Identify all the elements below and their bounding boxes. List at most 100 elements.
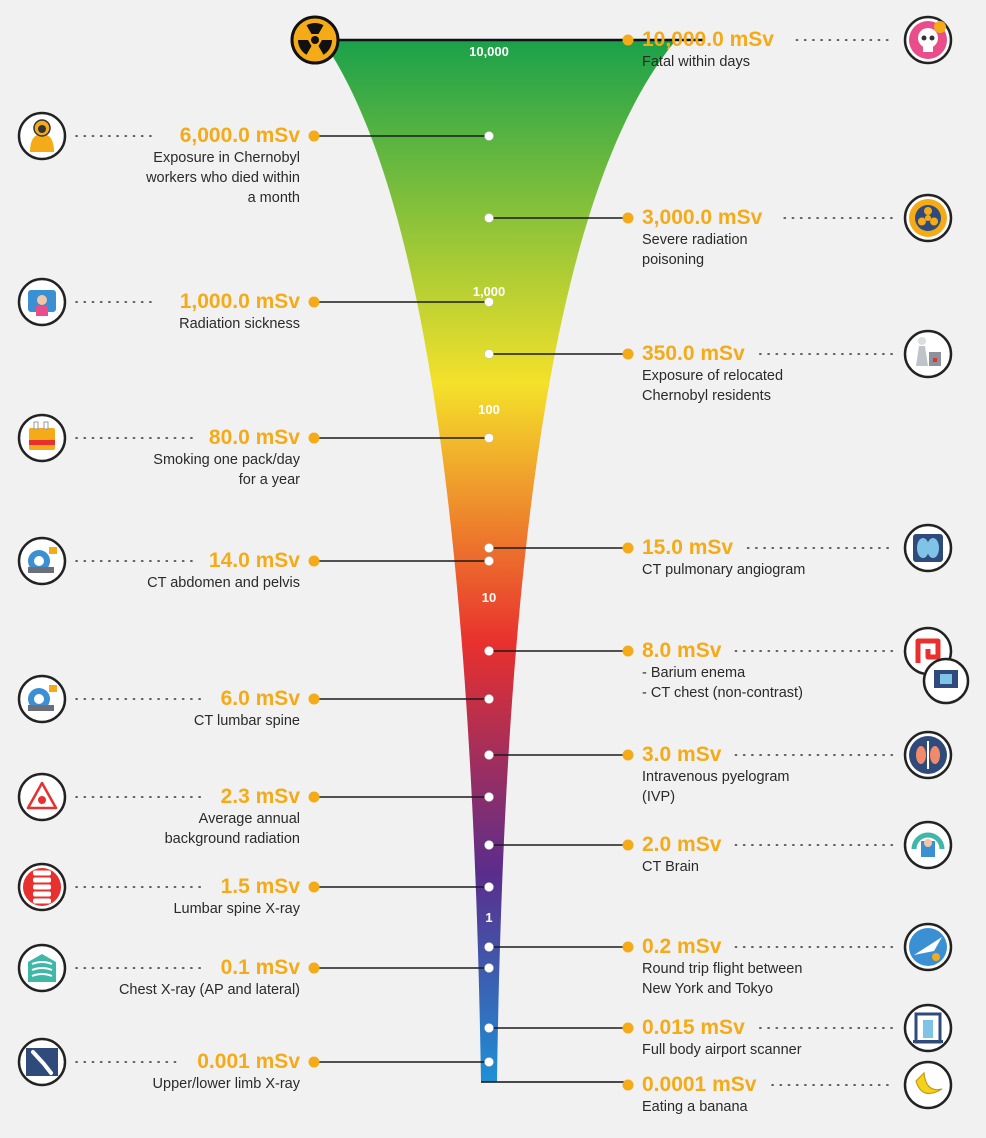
- value-dot: [308, 296, 320, 308]
- entry-graphics: [484, 1022, 895, 1034]
- dose-value: 14.0 mSv: [208, 549, 300, 572]
- funnel-point: [484, 1023, 494, 1033]
- description-line: CT abdomen and pelvis: [147, 575, 300, 591]
- description-line: Exposure in Chernobyl: [153, 150, 300, 166]
- hazmat-worker-icon: [17, 111, 67, 161]
- dose-entry: 350.0 mSv Exposure of relocated Chernobyl …: [642, 343, 902, 406]
- entry-graphics: [75, 296, 494, 308]
- dose-value: 0.2 mSv: [642, 935, 722, 958]
- dose-description: Upper/lower limb X-ray: [40, 1074, 300, 1094]
- dose-entry: 3.0 mSv Intravenous pyelogram (IVP): [642, 744, 902, 807]
- spine-icon: [17, 862, 67, 912]
- entry-graphics: [75, 962, 494, 974]
- dose-entry: 15.0 mSv CT pulmonary angiogram: [642, 537, 902, 580]
- entry-graphics: [75, 1056, 494, 1068]
- dose-description: CT lumbar spine: [40, 711, 300, 731]
- dose-value: 8.0 mSv: [642, 639, 722, 662]
- entry-graphics: [484, 212, 895, 224]
- dose-description: Eating a banana: [642, 1097, 902, 1117]
- dose-entry: 8.0 mSv - Barium enema - CT chest (non-con…: [642, 640, 902, 703]
- dose-entry: 0.0001 mSv Eating a banana: [642, 1074, 902, 1117]
- dose-value: 2.0 mSv: [642, 833, 722, 856]
- cigarette-pack-icon: [17, 413, 67, 463]
- dose-value: 6.0 mSv: [220, 687, 300, 710]
- dose-value: 0.1 mSv: [220, 956, 300, 979]
- dose-entry: 80.0 mSv Smoking one pack/day for a year: [40, 427, 300, 490]
- description-line: Smoking one pack/day: [153, 452, 300, 468]
- value-dot: [308, 555, 320, 567]
- description-line: Eating a banana: [642, 1099, 748, 1115]
- dose-entry: 1.5 mSv Lumbar spine X-ray: [40, 876, 300, 919]
- ct-scanner-icon: [17, 536, 67, 586]
- funnel-point: [484, 433, 494, 443]
- entry-graphics: [484, 542, 895, 554]
- dose-description: Radiation sickness: [40, 314, 300, 334]
- description-line: Round trip flight between: [642, 961, 803, 977]
- description-line: background radiation: [164, 831, 300, 847]
- dose-value: 2.3 mSv: [220, 785, 300, 808]
- description-line: for a year: [238, 472, 300, 488]
- dose-value: 0.015 mSv: [642, 1016, 745, 1039]
- funnel-point: [484, 131, 494, 141]
- funnel-point: [484, 963, 494, 973]
- funnel-point: [484, 1057, 494, 1067]
- dose-value: 3.0 mSv: [642, 743, 722, 766]
- value-dot: [622, 542, 634, 554]
- dose-description: Average annual background radiation: [40, 809, 300, 849]
- description-line: workers who died within: [146, 170, 300, 186]
- value-dot: [622, 749, 634, 761]
- description-line: Intravenous pyelogram: [642, 769, 790, 785]
- dose-entry: 0.001 mSv Upper/lower limb X-ray: [40, 1051, 300, 1094]
- dose-entry: 2.3 mSv Average annual background radiatio…: [40, 786, 300, 849]
- radiation-symbol-icon: [903, 193, 953, 243]
- description-line: Full body airport scanner: [642, 1042, 802, 1058]
- dose-entry: 2.0 mSv CT Brain: [642, 834, 902, 877]
- funnel-point: [484, 840, 494, 850]
- dose-value: 350.0 mSv: [642, 342, 745, 365]
- description-line: - Barium enema: [642, 665, 746, 681]
- dose-value: 0.0001 mSv: [642, 1073, 757, 1096]
- airport-scanner-icon: [903, 1003, 953, 1053]
- dose-description: Exposure in Chernobyl workers who died wi…: [40, 148, 300, 208]
- funnel-point: [484, 694, 494, 704]
- funnel-point: [484, 882, 494, 892]
- dose-description: Round trip flight between New York and To…: [642, 959, 902, 999]
- dose-entry: 14.0 mSv CT abdomen and pelvis: [40, 550, 300, 593]
- value-dot: [308, 432, 320, 444]
- entry-graphics: [75, 555, 494, 567]
- description-line: CT pulmonary angiogram: [642, 562, 806, 578]
- dose-description: Fatal within days: [642, 52, 902, 72]
- dose-entry: 6,000.0 mSv Exposure in Chernobyl workers …: [40, 125, 300, 208]
- value-dot: [622, 1079, 634, 1091]
- value-dot: [308, 791, 320, 803]
- entry-graphics: [75, 130, 494, 142]
- dose-value: 15.0 mSv: [642, 536, 734, 559]
- funnel-point: [484, 750, 494, 760]
- value-dot: [622, 1022, 634, 1034]
- funnel-point: [484, 349, 494, 359]
- dose-description: CT pulmonary angiogram: [642, 560, 902, 580]
- dose-value: 1,000.0 mSv: [179, 290, 300, 313]
- value-dot: [622, 34, 634, 46]
- value-dot: [622, 941, 634, 953]
- entry-graphics: [75, 881, 494, 893]
- chest-xray-icon: [17, 943, 67, 993]
- description-line: (IVP): [642, 789, 676, 805]
- value-dot: [308, 962, 320, 974]
- dose-value: 10,000.0 mSv: [642, 28, 774, 51]
- entry-graphics: [484, 749, 895, 761]
- dose-description: Smoking one pack/day for a year: [40, 450, 300, 490]
- dose-value: 1.5 mSv: [220, 875, 300, 898]
- value-dot: [308, 881, 320, 893]
- limb-xray-icon: [17, 1037, 67, 1087]
- dose-description: Chest X-ray (AP and lateral): [40, 980, 300, 1000]
- dose-description: Exposure of relocated Chernobyl residents: [642, 366, 902, 406]
- description-line: a month: [247, 190, 300, 206]
- funnel-point: [484, 213, 494, 223]
- airplane-globe-icon: [903, 922, 953, 972]
- kidneys-icon: [903, 730, 953, 780]
- funnel-point: [484, 556, 494, 566]
- sick-patient-icon: [17, 277, 67, 327]
- description-line: Lumbar spine X-ray: [173, 901, 300, 917]
